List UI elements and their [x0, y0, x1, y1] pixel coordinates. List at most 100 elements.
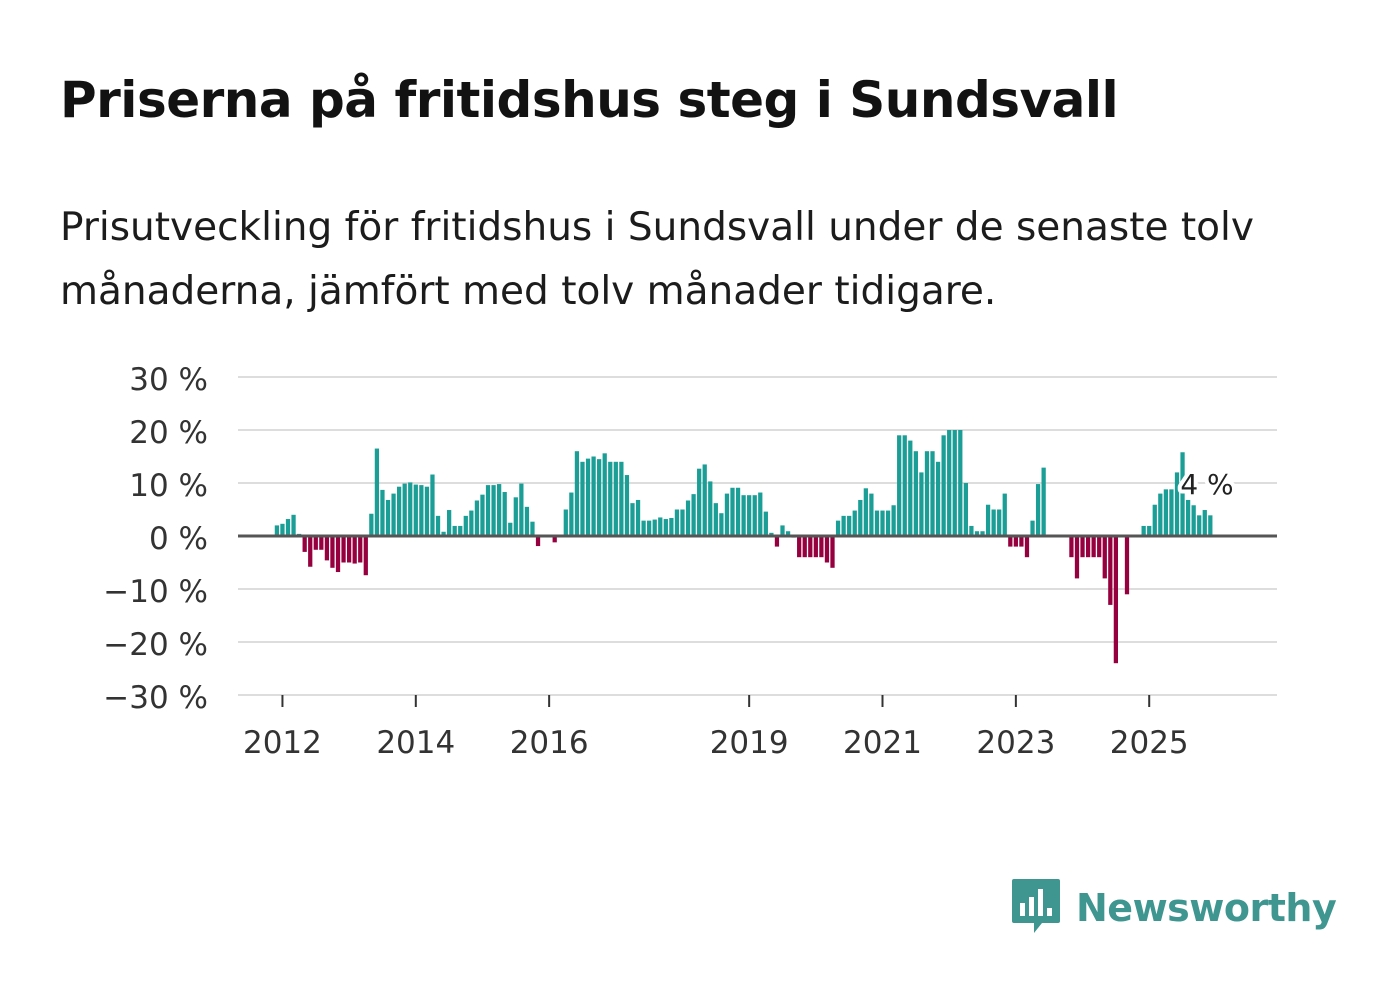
x-tick-label: 2019: [710, 725, 789, 761]
y-tick-label: −10 %: [103, 574, 208, 610]
bar: [1141, 525, 1146, 536]
bar: [852, 510, 857, 536]
bar: [1024, 536, 1030, 558]
bar: [824, 536, 830, 563]
bar: [641, 520, 646, 536]
bar: [1102, 536, 1107, 579]
bar: [952, 430, 957, 536]
brand-logo[interactable]: Newsworthy: [1010, 876, 1337, 940]
bar: [930, 451, 935, 536]
bar: [808, 536, 813, 558]
bar: [1158, 493, 1163, 536]
bar: [658, 517, 663, 536]
bar: [680, 509, 685, 536]
bar: [1197, 515, 1202, 536]
bar: [1169, 489, 1174, 536]
y-tick-label: 10 %: [129, 468, 208, 504]
bar: [663, 519, 668, 536]
bar: [530, 521, 535, 536]
bar: [702, 464, 707, 536]
bar: [363, 536, 368, 576]
bar: [447, 510, 452, 536]
bar: [785, 531, 791, 536]
chart-title: Priserna på fritidshus steg i Sundsvall: [60, 71, 1119, 129]
x-tick-label: 2025: [1110, 725, 1189, 761]
bar: [435, 515, 441, 536]
axes: [238, 534, 1277, 707]
bar: [402, 483, 407, 536]
bar: [485, 485, 491, 536]
bar: [780, 525, 785, 536]
bar: [285, 519, 291, 536]
bar: [974, 531, 980, 536]
bar: [524, 506, 530, 536]
bar: [819, 536, 824, 558]
bar: [885, 510, 891, 536]
bar: [419, 485, 424, 536]
y-tick-label: 30 %: [129, 362, 208, 398]
bar: [735, 487, 741, 536]
bar: [480, 494, 485, 536]
brand-name: Newsworthy: [1076, 886, 1337, 930]
bar: [591, 456, 596, 536]
bar: [1185, 499, 1191, 536]
bar: [324, 536, 330, 561]
bar: [1002, 493, 1007, 536]
bar: [797, 536, 802, 558]
bar: [391, 493, 396, 536]
bar: [924, 451, 930, 536]
bar: [763, 511, 768, 536]
bar: [369, 513, 374, 536]
bar: [880, 510, 885, 536]
bar: [669, 517, 674, 536]
bar: [863, 488, 868, 536]
bar: [280, 523, 285, 536]
last-value-label-halo: 4 %: [1180, 468, 1233, 501]
bar: [335, 536, 341, 573]
bars: [274, 430, 1213, 664]
bar: [1019, 536, 1024, 547]
x-tick-label: 2012: [243, 725, 322, 761]
labels: 30 % 20 % 10 % 0 % −10 % −20 % −30 % 2012 2014 20…: [103, 362, 1237, 761]
bar: [358, 536, 363, 563]
bar: [458, 525, 463, 536]
bar: [941, 435, 946, 536]
bar: [580, 461, 585, 536]
bar: [424, 486, 430, 536]
bar: [985, 504, 991, 536]
bar: [947, 430, 952, 536]
bar: [724, 493, 730, 536]
bar: [1152, 504, 1157, 536]
bar: [624, 475, 630, 536]
bar: [802, 536, 807, 558]
bar: [874, 510, 880, 536]
bar: [897, 435, 902, 536]
bar: [869, 493, 874, 536]
bar: [691, 494, 696, 536]
bar: [497, 484, 502, 536]
bar: [374, 448, 380, 536]
bar: [597, 459, 602, 536]
y-tick-label: −20 %: [103, 627, 208, 663]
bar: [569, 492, 574, 536]
bar: [891, 505, 896, 536]
bar: [652, 519, 657, 536]
bar: [319, 536, 324, 550]
bar: [619, 461, 624, 536]
bar: [274, 525, 280, 536]
bar: [1035, 484, 1041, 536]
bar: [813, 536, 818, 558]
bar: [469, 510, 474, 536]
bar: [574, 451, 580, 536]
bar: [463, 515, 468, 536]
bar: [758, 492, 763, 536]
bar: [441, 531, 446, 536]
bar: [913, 451, 918, 536]
bar: [774, 536, 780, 547]
bar: [508, 522, 513, 536]
bar: [513, 497, 518, 536]
bar: [902, 435, 907, 536]
bar: [408, 482, 413, 536]
bar: [1069, 536, 1074, 558]
